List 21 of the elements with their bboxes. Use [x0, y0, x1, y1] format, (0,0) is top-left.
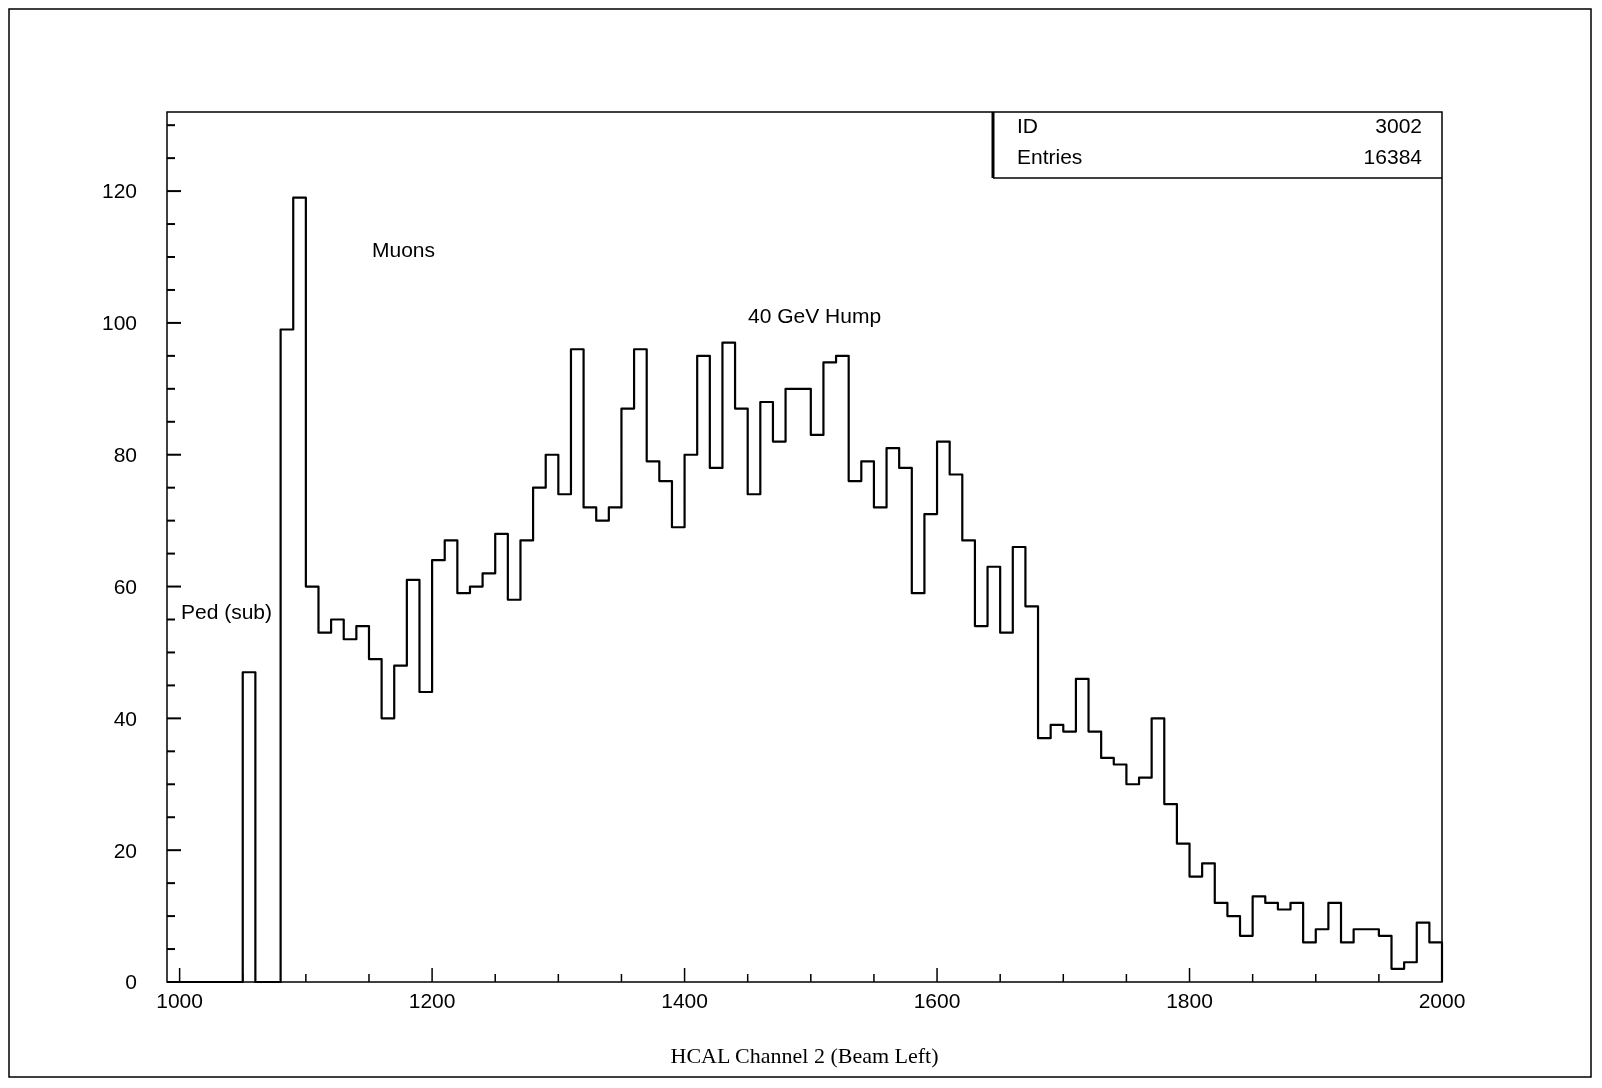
annotation: ID [1017, 114, 1038, 138]
y-tick-label: 0 [125, 970, 137, 994]
annotation: Entries [1017, 145, 1083, 169]
x-tick-label: 1400 [661, 989, 708, 1012]
y-tick-label: 40 [113, 706, 137, 730]
annotation: 3002 [1375, 114, 1422, 138]
x-tick-label: 2000 [1418, 989, 1466, 1012]
y-tick-label: 20 [113, 838, 137, 862]
annotation: 16384 [1363, 145, 1423, 169]
y-tick-label: 100 [101, 311, 137, 335]
annotation: 40 GeV Hump [748, 304, 882, 328]
x-tick-label: 1200 [408, 989, 456, 1012]
y-tick-label: 80 [113, 443, 137, 467]
x-tick-label: 1600 [913, 989, 961, 1012]
x-tick-label: 1800 [1166, 989, 1213, 1012]
annotation: Ped (sub) [181, 600, 273, 624]
y-tick-label: 120 [101, 179, 137, 203]
annotation: Muons [372, 238, 436, 262]
x-axis-title: HCAL Channel 2 (Beam Left) [670, 1043, 939, 1068]
y-tick-label: 60 [113, 574, 137, 598]
x-tick-label: 1000 [156, 989, 203, 1012]
